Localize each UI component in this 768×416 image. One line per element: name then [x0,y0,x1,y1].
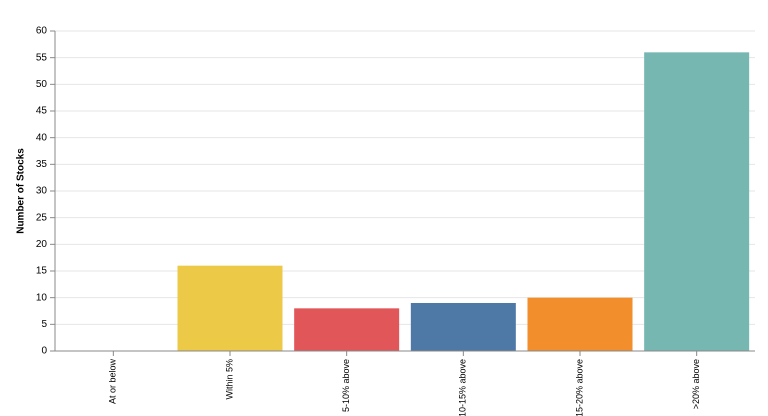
bar [177,265,283,351]
x-tick-label: Within 5% [224,359,234,400]
y-tick-label: 60 [36,26,48,37]
y-tick-label: 25 [36,212,48,223]
y-tick-label: 0 [41,346,47,357]
y-tick-label: 15 [36,266,48,277]
y-tick-label: 20 [36,239,48,250]
bar [527,297,633,351]
x-tick-label: 5-10% above [341,359,351,412]
y-axis-title: Number of Stocks [16,148,27,234]
y-tick-label: 30 [36,186,48,197]
bar [410,303,516,351]
y-tick-label: 50 [36,79,48,90]
y-tick-label: 10 [36,292,48,303]
y-tick-label: 5 [41,319,47,330]
bar [644,52,750,351]
x-tick-label: 10-15% above [458,359,468,416]
y-tick-label: 55 [36,52,48,63]
bar [294,308,400,351]
x-tick-label: >20% above [691,359,701,409]
y-tick-label: 45 [36,106,48,117]
y-tick-label: 40 [36,132,48,143]
y-tick-label: 35 [36,159,48,170]
x-tick-label: At or below [108,359,118,405]
x-tick-label: 15-20% above [574,359,584,416]
